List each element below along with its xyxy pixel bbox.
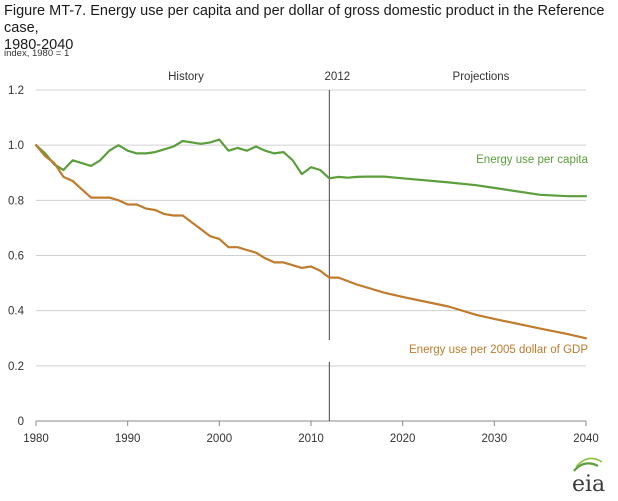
y-axis-tick-labels: 0 0.2 0.4 0.6 0.8 1.0 1.2 — [8, 85, 25, 428]
x-axis: 1980 1990 2000 2010 2020 2030 2040 — [23, 420, 599, 445]
history-projection-divider: 2012 History Projections — [168, 71, 510, 421]
projections-label: Projections — [453, 71, 510, 83]
series-label-per-gdp: Energy use per 2005 dollar of GDP — [409, 344, 588, 356]
series-label-per-capita: Energy use per capita — [476, 154, 588, 166]
eia-logo-text: eia — [572, 472, 605, 497]
energy-per-capita-line — [34, 138, 588, 198]
x-tick-label: 1980 — [23, 433, 49, 445]
y-tick-label: 0.2 — [8, 361, 24, 373]
y-axis-unit-label: index, 1980 = 1 — [4, 48, 69, 59]
x-tick-label: 1990 — [115, 433, 141, 445]
eia-logo-arc-2 — [575, 457, 603, 468]
x-tick-label: 2030 — [482, 433, 508, 445]
energy-per-gdp-line — [34, 144, 588, 340]
x-tick-label: 2040 — [573, 433, 599, 445]
x-tick-label: 2000 — [207, 433, 233, 445]
x-tick-label: 2010 — [298, 433, 324, 445]
divider-year-label: 2012 — [325, 71, 351, 83]
y-tick-label: 0.8 — [8, 195, 24, 207]
y-tick-label: 0.6 — [8, 251, 24, 263]
y-tick-label: 1.2 — [8, 85, 24, 97]
chart-title-line-2: 1980-2040 — [4, 37, 74, 53]
eia-logo: eia — [572, 457, 605, 497]
history-label: History — [168, 71, 204, 83]
y-tick-label: 0 — [18, 416, 24, 428]
eia-logo-arc — [573, 462, 599, 472]
series-labels: Energy use per capita Energy use per 2005… — [409, 154, 589, 356]
chart-title-line-1: Figure MT-7. Energy use per capita and p… — [4, 3, 605, 36]
series-lines — [34, 138, 588, 340]
x-tick-label: 2020 — [390, 433, 416, 445]
gridlines — [36, 89, 586, 367]
y-tick-label: 1.0 — [8, 140, 24, 152]
y-tick-label: 0.4 — [8, 306, 25, 318]
chart-title: Figure MT-7. Energy use per capita and p… — [4, 3, 616, 54]
